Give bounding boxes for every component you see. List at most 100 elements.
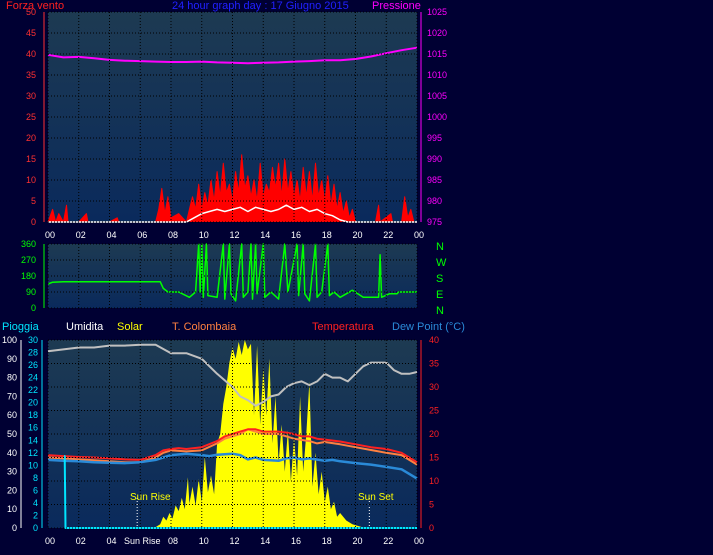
humidity-axis-tick-22: 22 (28, 385, 38, 395)
temp-x-tick-2: 04 (106, 536, 116, 546)
wind-axis-tick-35: 35 (26, 70, 36, 80)
humidity-axis-tick-0: 0 (33, 523, 38, 533)
dir-axis-tick-180: 180 (21, 271, 36, 281)
legend-temperatura: Temperatura (312, 321, 374, 333)
compass-n-top: N (436, 241, 444, 253)
rain-axis-tick-30: 30 (7, 467, 17, 477)
temp-axis-tick-15: 15 (429, 453, 439, 463)
temp-x-tick-7: 14 (260, 536, 270, 546)
graph-title: 24 hour graph day : 17 Giugno 2015 (172, 0, 349, 12)
temp-x-tick-3: Sun Rise (124, 536, 161, 546)
wind-axis-tick-10: 10 (26, 175, 36, 185)
wind-axis-tick-45: 45 (26, 28, 36, 38)
humidity-axis-tick-24: 24 (28, 373, 38, 383)
temperature-line (47, 428, 418, 464)
temp-x-tick-1: 02 (76, 536, 86, 546)
pressure-axis-tick-975: 975 (427, 217, 442, 227)
pressure-axis-tick-1025: 1025 (427, 7, 447, 17)
temp-x-tick-5: 10 (199, 536, 209, 546)
compass-e: E (436, 289, 444, 301)
humidity-axis-tick-20: 20 (28, 398, 38, 408)
legend-solar: Solar (117, 321, 143, 333)
wind-x-tick-8: 16 (291, 230, 301, 240)
wind-avg-line (48, 204, 417, 223)
pressure-axis-tick-985: 985 (427, 175, 442, 185)
dir-axis-tick-360: 360 (21, 239, 36, 249)
humidity-axis-tick-10: 10 (28, 460, 38, 470)
wind-x-tick-1: 02 (76, 230, 86, 240)
temp-x-tick-0: 00 (45, 536, 55, 546)
wind-x-tick-2: 04 (106, 230, 116, 240)
humidity-axis-tick-14: 14 (28, 435, 38, 445)
wind-axis-tick-40: 40 (26, 49, 36, 59)
humidity-axis-tick-6: 6 (33, 485, 38, 495)
rain-axis-tick-70: 70 (7, 391, 17, 401)
pressure-axis-tick-990: 990 (427, 154, 442, 164)
pressure-line (47, 46, 418, 65)
temp-x-tick-10: 20 (352, 536, 362, 546)
temp-axis-tick-0: 0 (429, 523, 434, 533)
legend-pioggia: Pioggia (2, 321, 39, 333)
rain-axis-tick-10: 10 (7, 504, 17, 514)
humidity-axis-tick-12: 12 (28, 448, 38, 458)
compass-n-bottom: N (436, 305, 444, 317)
wind-direction-line (47, 243, 417, 302)
pressure-axis-tick-1020: 1020 (427, 28, 447, 38)
humidity-axis-tick-4: 4 (33, 498, 38, 508)
temp-axis-tick-35: 35 (429, 359, 439, 369)
temp-axis-tick-30: 30 (429, 382, 439, 392)
dir-axis-tick-270: 270 (21, 255, 36, 265)
rain-axis-tick-80: 80 (7, 373, 17, 383)
pressure-axis-tick-1005: 1005 (427, 91, 447, 101)
pressure-axis-tick-1010: 1010 (427, 70, 447, 80)
wind-axis-tick-0: 0 (31, 217, 36, 227)
pressure-axis-tick-1000: 1000 (427, 112, 447, 122)
wind-x-tick-4: 08 (168, 230, 178, 240)
humidity-axis-tick-8: 8 (33, 473, 38, 483)
rain-axis-tick-90: 90 (7, 354, 17, 364)
wind-axis-tick-25: 25 (26, 112, 36, 122)
compass-s: S (436, 273, 444, 285)
wind-x-tick-3: 06 (137, 230, 147, 240)
temp-x-tick-6: 12 (229, 536, 239, 546)
rain-axis-tick-60: 60 (7, 410, 17, 420)
temp-axis-tick-40: 40 (429, 335, 439, 345)
wind-axis-tick-5: 5 (31, 196, 36, 206)
rain-line (63, 455, 417, 529)
wind-x-tick-11: 22 (383, 230, 393, 240)
wind-x-tick-9: 18 (322, 230, 332, 240)
wind-axis-tick-50: 50 (26, 7, 36, 17)
wind-x-tick-5: 10 (199, 230, 209, 240)
humidity-axis-tick-2: 2 (33, 510, 38, 520)
pressure-axis-tick-1015: 1015 (427, 49, 447, 59)
wind-axis-tick-20: 20 (26, 133, 36, 143)
wind-max-area (48, 154, 417, 222)
dew-point-line (47, 452, 418, 480)
temp-x-tick-4: 08 (168, 536, 178, 546)
humidity-axis-tick-28: 28 (28, 348, 38, 358)
temp-axis-tick-5: 5 (429, 500, 434, 510)
temp-axis-tick-25: 25 (429, 406, 439, 416)
wind-title: Forza vento (6, 0, 65, 12)
legend-dew-point: Dew Point (°C) (392, 321, 465, 333)
temp-x-tick-9: 18 (322, 536, 332, 546)
rain-axis-tick-50: 50 (7, 429, 17, 439)
humidity-axis-tick-26: 26 (28, 360, 38, 370)
pressure-axis-tick-995: 995 (427, 133, 442, 143)
legend-umidita: Umidita (66, 321, 104, 333)
wind-x-tick-10: 20 (352, 230, 362, 240)
pressure-title: Pressione (372, 0, 421, 12)
rain-axis-tick-20: 20 (7, 485, 17, 495)
sun-rise-label: Sun Rise (130, 492, 171, 503)
wind-x-tick-0: 00 (45, 230, 55, 240)
temp-axis-tick-20: 20 (429, 429, 439, 439)
wind-axis-tick-15: 15 (26, 154, 36, 164)
humidity-axis-tick-18: 18 (28, 410, 38, 420)
sun-set-label: Sun Set (358, 492, 394, 503)
wind-axis-tick-30: 30 (26, 91, 36, 101)
humidity-line (47, 343, 418, 407)
temp-axis-tick-10: 10 (429, 476, 439, 486)
rain-axis-tick-40: 40 (7, 448, 17, 458)
dir-axis-tick-0: 0 (31, 303, 36, 313)
